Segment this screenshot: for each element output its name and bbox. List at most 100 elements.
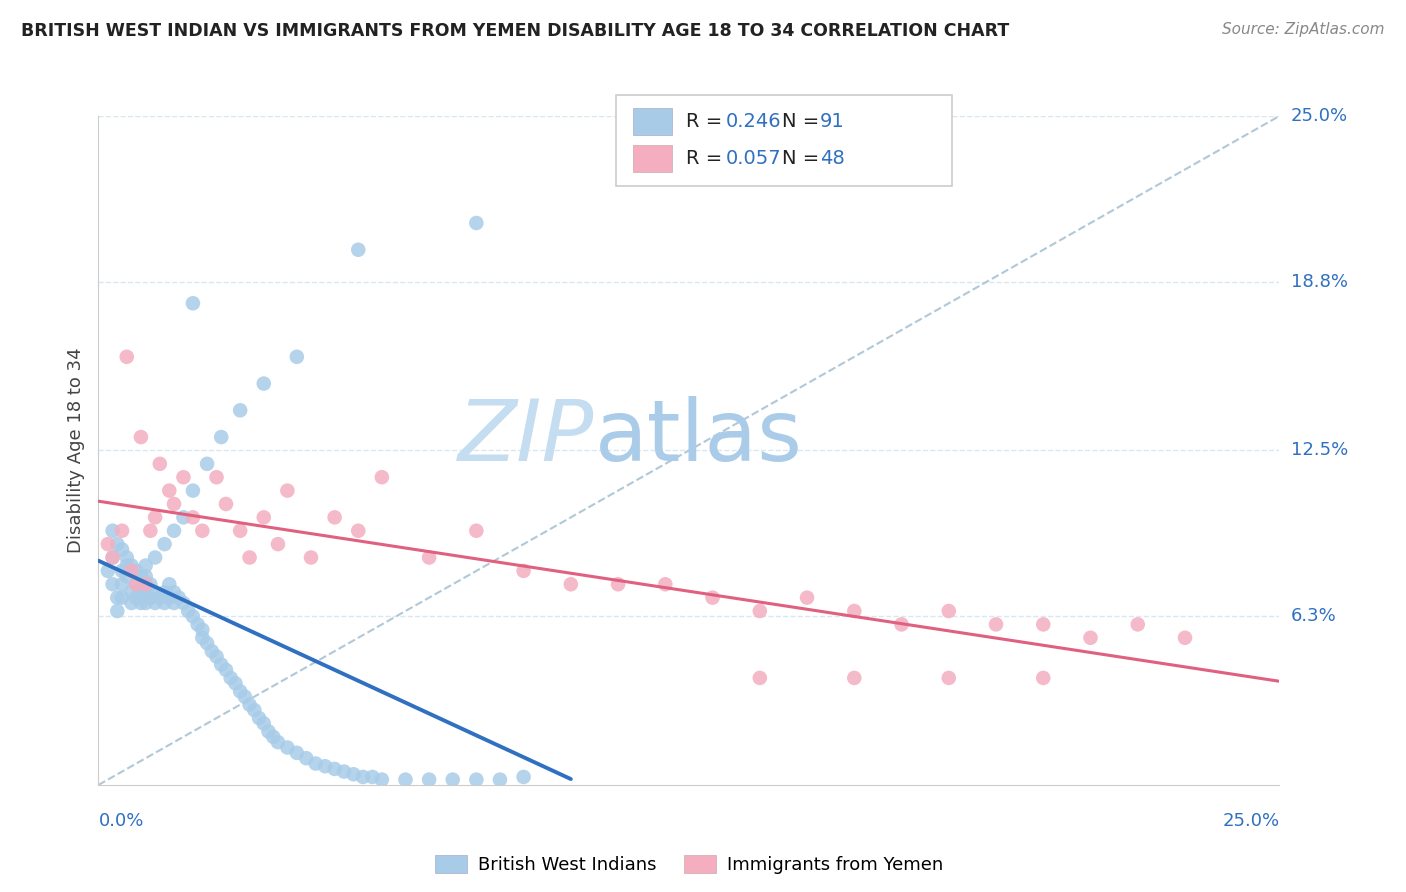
Point (361, 770, 384, 784)
Point (512, 770, 534, 784)
Point (149, 457, 172, 471)
Text: 0.057: 0.057 (725, 149, 782, 169)
Point (153, 537, 176, 551)
Point (418, 772, 440, 787)
Point (157, 577, 180, 591)
Point (139, 524, 162, 538)
Point (1080, 631, 1102, 645)
Point (111, 542, 134, 557)
Point (654, 577, 676, 591)
Point (101, 550, 124, 565)
Point (607, 577, 630, 591)
Point (163, 524, 186, 538)
Point (323, 762, 346, 776)
Text: 25.0%: 25.0% (1291, 107, 1348, 125)
Text: 12.5%: 12.5% (1291, 442, 1348, 459)
Point (101, 577, 124, 591)
Point (229, 684, 252, 698)
Point (748, 604, 770, 618)
Text: N =: N = (782, 112, 825, 131)
Point (844, 604, 866, 618)
Point (111, 524, 134, 538)
Point (195, 636, 218, 650)
Point (239, 550, 262, 565)
Text: R =: R = (686, 149, 728, 169)
Point (276, 483, 298, 498)
Point (253, 376, 276, 391)
Point (101, 524, 124, 538)
Point (172, 510, 194, 524)
Point (139, 577, 162, 591)
Text: BRITISH WEST INDIAN VS IMMIGRANTS FROM YEMEN DISABILITY AGE 18 TO 34 CORRELATION: BRITISH WEST INDIAN VS IMMIGRANTS FROM Y… (21, 22, 1010, 40)
Point (181, 609, 204, 624)
Point (101, 550, 124, 565)
Point (143, 510, 166, 524)
Text: ZIP: ZIP (458, 395, 595, 479)
Point (121, 585, 143, 599)
Point (172, 596, 194, 610)
Point (163, 585, 186, 599)
Point (465, 216, 488, 230)
Point (253, 510, 276, 524)
Point (890, 617, 912, 632)
Point (177, 604, 200, 618)
Point (371, 470, 394, 484)
Point (115, 550, 138, 565)
Text: N =: N = (782, 149, 825, 169)
Point (224, 676, 246, 690)
Point (560, 577, 582, 591)
Point (143, 585, 166, 599)
Point (257, 724, 280, 739)
Point (796, 591, 818, 605)
Text: 0.246: 0.246 (725, 112, 782, 131)
Point (125, 564, 148, 578)
Point (209, 430, 232, 444)
Point (181, 296, 204, 310)
Point (394, 772, 416, 787)
Point (305, 756, 328, 771)
Text: atlas: atlas (595, 395, 803, 479)
Point (143, 550, 166, 565)
Point (262, 730, 284, 744)
Point (267, 537, 290, 551)
Point (702, 591, 724, 605)
Point (267, 735, 290, 749)
Point (352, 770, 374, 784)
Point (97, 564, 120, 578)
Point (121, 596, 143, 610)
Point (139, 591, 162, 605)
Text: 91: 91 (820, 112, 845, 131)
Legend: British West Indians, Immigrants from Yemen: British West Indians, Immigrants from Ye… (427, 847, 950, 881)
Text: 18.8%: 18.8% (1291, 273, 1347, 291)
Point (115, 569, 138, 583)
Point (121, 564, 143, 578)
Point (465, 772, 488, 787)
Point (323, 510, 346, 524)
Point (195, 457, 218, 471)
Point (371, 772, 394, 787)
Point (253, 716, 276, 731)
Point (205, 470, 228, 484)
Text: Source: ZipAtlas.com: Source: ZipAtlas.com (1222, 22, 1385, 37)
Point (233, 690, 256, 704)
Point (219, 671, 242, 685)
Point (105, 591, 128, 605)
Point (167, 591, 190, 605)
Point (938, 671, 960, 685)
Point (143, 596, 166, 610)
Point (129, 582, 152, 597)
Text: R =: R = (686, 112, 728, 131)
Point (295, 751, 318, 765)
Point (243, 703, 266, 717)
Point (191, 623, 214, 637)
Text: 48: 48 (820, 149, 845, 169)
Point (347, 243, 370, 257)
Point (129, 596, 152, 610)
Point (157, 591, 180, 605)
Point (333, 764, 356, 779)
Point (342, 767, 364, 781)
Y-axis label: Disability Age 18 to 34: Disability Age 18 to 34 (66, 348, 84, 553)
Point (748, 671, 770, 685)
Point (157, 483, 180, 498)
Point (135, 596, 157, 610)
